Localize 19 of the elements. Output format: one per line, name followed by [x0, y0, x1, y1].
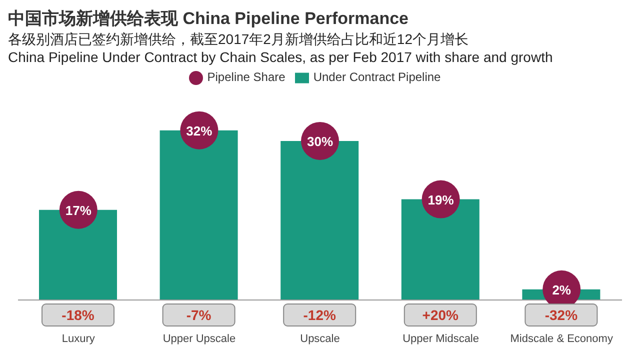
x-tick-label: Upscale — [300, 332, 340, 345]
text: +20% — [422, 307, 460, 323]
x-tick-label: Upper Midscale — [402, 332, 480, 345]
legend-label: Pipeline Share — [207, 70, 286, 84]
text: -32% — [544, 307, 578, 323]
chart-subtitle: 各级别酒店已签约新增供给，截至2017年2月新增供给占比和近12个月增长 China Pipeline Under Contract by Chain Scales, as per Feb 2017 with share and growth — [8, 30, 554, 66]
x-tick-label: Upper Upscale — [162, 332, 236, 345]
data-label: 30% — [306, 134, 334, 149]
data-label: 19% — [428, 192, 454, 208]
text: -18% — [62, 307, 95, 323]
chart-title: 中国市场新增供给表现 China Pipeline Performance — [8, 8, 410, 30]
data-label: 17% — [65, 202, 92, 218]
x-tick-label: Midscale & Economy — [510, 332, 614, 345]
legend-label: Under Contract Pipeline — [313, 70, 441, 84]
data-label: 2% — [552, 282, 572, 298]
data-label: 32% — [186, 123, 213, 138]
x-tick-label: Luxury — [62, 332, 96, 345]
text: -12% — [303, 307, 336, 323]
text: -7% — [186, 307, 212, 323]
